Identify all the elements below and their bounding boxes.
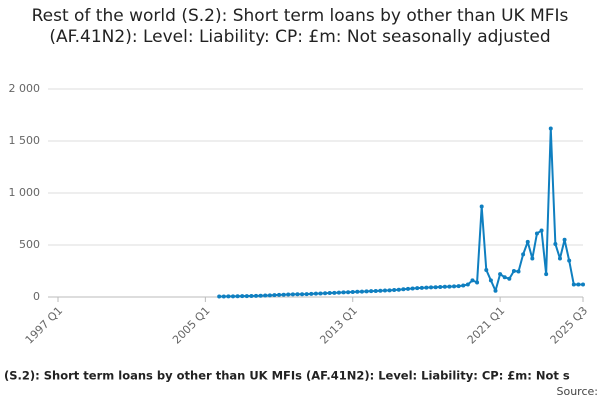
point: [341, 290, 346, 295]
point: [254, 293, 259, 298]
point: [553, 241, 558, 246]
point: [488, 278, 493, 283]
point: [452, 284, 457, 289]
point: [544, 272, 549, 277]
point: [401, 287, 406, 292]
point: [249, 293, 254, 298]
point: [557, 256, 562, 261]
point: [258, 293, 263, 298]
point: [244, 294, 249, 299]
point: [502, 275, 507, 280]
point: [369, 289, 374, 294]
caption: (S.2): Short term loans by other than UK…: [4, 369, 570, 383]
point: [493, 288, 498, 293]
point: [327, 291, 332, 296]
point: [438, 285, 443, 290]
point: [382, 288, 387, 293]
point: [410, 286, 415, 291]
point: [373, 288, 378, 293]
point: [272, 293, 277, 298]
point: [562, 237, 567, 242]
point: [387, 288, 392, 293]
chart-title: Rest of the world (S.2): Short term loan…: [31, 6, 569, 47]
point: [240, 294, 245, 299]
x-tick-label: 2021 Q1: [465, 304, 508, 347]
point: [332, 290, 337, 295]
source: Source:: [557, 385, 599, 398]
point: [465, 282, 470, 287]
point: [429, 285, 434, 290]
point: [433, 285, 438, 290]
point: [231, 294, 235, 299]
point: [295, 292, 300, 297]
point: [534, 231, 539, 236]
point: [290, 292, 295, 297]
y-tick-label: 500: [19, 238, 40, 251]
x-tick-label: 2005 Q1: [170, 304, 213, 347]
point: [484, 267, 489, 272]
point: [447, 284, 452, 289]
point: [498, 272, 503, 277]
y-tick-label: 1 000: [9, 186, 41, 199]
point: [318, 291, 323, 296]
point: [286, 292, 291, 297]
y-tick-label: 0: [33, 290, 40, 303]
point: [336, 290, 341, 295]
x-tick-label: 2025 Q3: [548, 304, 591, 347]
point: [521, 252, 526, 257]
y-tick-label: 1 500: [9, 134, 41, 147]
point: [359, 289, 364, 294]
point: [392, 288, 397, 293]
point: [461, 283, 466, 288]
point: [525, 239, 530, 244]
point: [355, 289, 360, 294]
y-tick-label: 2 000: [9, 82, 41, 95]
line: [219, 127, 583, 298]
point: [364, 289, 369, 294]
point: [346, 290, 351, 295]
point: [217, 294, 222, 299]
point: [475, 280, 480, 285]
point: [479, 204, 484, 209]
point: [378, 288, 383, 293]
x-tick-label: 1997 Q1: [23, 304, 66, 347]
point: [571, 282, 576, 287]
point: [396, 287, 401, 292]
point: [507, 276, 512, 281]
point: [576, 282, 581, 287]
point: [530, 256, 535, 261]
point: [548, 126, 553, 131]
point: [281, 292, 286, 297]
point: [267, 293, 272, 298]
point: [226, 294, 231, 299]
point: [516, 269, 521, 274]
x-tick-label: 2013 Q1: [317, 304, 360, 347]
point: [424, 285, 429, 290]
point: [235, 294, 240, 299]
point: [567, 258, 572, 263]
point: [323, 291, 328, 296]
point: [313, 291, 318, 296]
point: [350, 290, 355, 295]
point: [539, 228, 544, 233]
point: [309, 291, 314, 296]
point: [419, 285, 424, 290]
point: [304, 292, 309, 297]
point: [581, 282, 585, 287]
point: [511, 269, 516, 273]
point: [442, 284, 447, 289]
point: [456, 284, 461, 289]
point: [415, 286, 420, 291]
point: [300, 292, 305, 297]
point: [263, 293, 268, 298]
point: [277, 292, 282, 297]
point: [470, 278, 475, 283]
point: [406, 286, 410, 291]
point: [221, 294, 226, 299]
